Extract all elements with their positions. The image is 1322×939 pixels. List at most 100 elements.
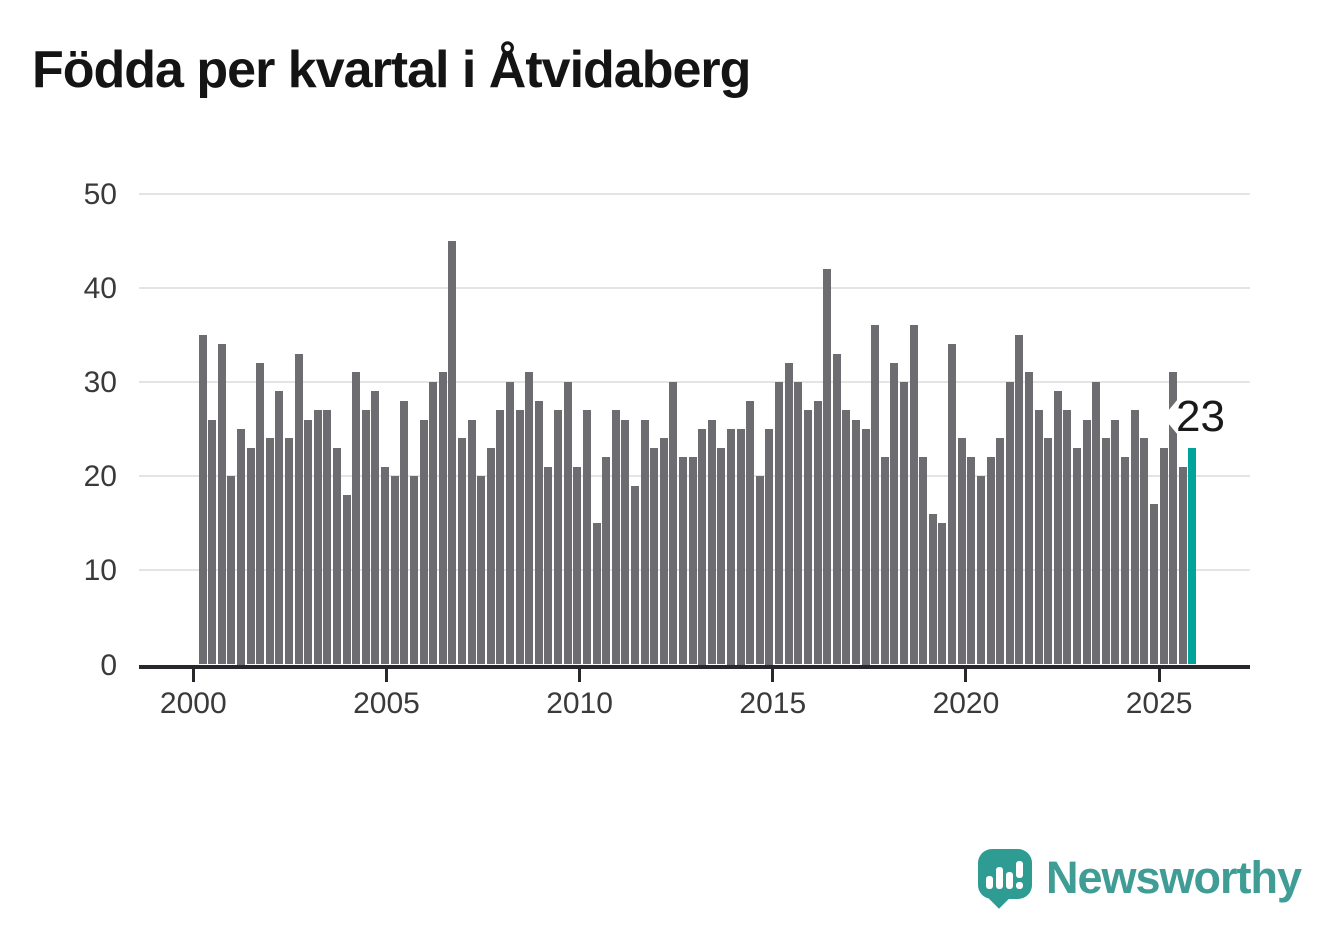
bar-2021-Q2 — [1015, 334, 1024, 665]
bar-2019-Q3 — [948, 344, 957, 665]
bar-2002-Q1 — [275, 391, 284, 665]
bar-2024-Q4 — [1149, 504, 1158, 665]
bar-2000-Q1 — [198, 334, 207, 665]
bar-2022-Q3 — [1063, 410, 1072, 665]
logo-exclamation-icon — [1016, 861, 1023, 878]
gridline-30 — [139, 380, 1250, 383]
bar-2000-Q3 — [217, 344, 226, 665]
bar-2020-Q3 — [986, 457, 995, 665]
x-tick-2000 — [191, 668, 195, 682]
bar-2013-Q3 — [717, 447, 726, 665]
bar-2003-Q1 — [313, 410, 322, 665]
bar-2025-Q2 — [1169, 372, 1178, 665]
bar-2001-Q1 — [236, 429, 245, 665]
bar-2018-Q3 — [909, 325, 918, 665]
newsworthy-logo: Newsworthy — [978, 845, 1302, 917]
x-tick-2020 — [964, 668, 968, 682]
bar-2010-Q2 — [592, 523, 601, 665]
bar-2020-Q4 — [996, 438, 1005, 665]
bar-2016-Q2 — [823, 268, 832, 665]
bar-2009-Q3 — [563, 381, 572, 665]
bar-2003-Q4 — [342, 494, 351, 665]
bar-2004-Q3 — [371, 391, 380, 665]
bar-2001-Q2 — [246, 447, 255, 665]
bar-2008-Q1 — [506, 381, 515, 665]
bar-2019-Q1 — [928, 513, 937, 665]
y-tick-label-50: 50 — [83, 177, 117, 211]
bar-2013-Q4 — [727, 429, 736, 665]
x-tick-label-2010: 2010 — [546, 687, 613, 720]
x-tick-label-2015: 2015 — [739, 687, 807, 720]
bar-2009-Q2 — [554, 410, 563, 665]
bar-2005-Q2 — [400, 400, 409, 665]
x-tick-2015 — [771, 668, 775, 682]
bar-2017-Q4 — [880, 457, 889, 665]
bar-2009-Q4 — [573, 466, 582, 665]
bar-2014-Q4 — [765, 429, 774, 665]
bar-2005-Q4 — [419, 419, 428, 665]
y-tick-label-30: 30 — [83, 365, 117, 399]
bar-2010-Q1 — [582, 410, 591, 665]
bar-2006-Q2 — [438, 372, 447, 665]
logo-bubble — [978, 849, 1032, 899]
x-axis-line — [139, 664, 1250, 669]
gridline-50 — [139, 192, 1250, 195]
bar-2021-Q1 — [1005, 381, 1014, 665]
bar-2025-Q4 — [1188, 447, 1197, 665]
bar-2017-Q2 — [861, 429, 870, 665]
bar-2021-Q4 — [1034, 410, 1043, 665]
bar-2020-Q2 — [976, 476, 985, 665]
logo-chart-bar-icon — [996, 867, 1003, 889]
bar-2017-Q1 — [851, 419, 860, 665]
bar-2002-Q2 — [284, 438, 293, 665]
bar-2002-Q4 — [304, 419, 313, 665]
logo-chart-bar-icon — [1006, 872, 1013, 889]
bar-2016-Q4 — [842, 410, 851, 665]
bar-2005-Q1 — [390, 476, 399, 665]
chart-title: Födda per kvartal i Åtvidaberg — [32, 41, 751, 99]
bar-2017-Q3 — [871, 325, 880, 665]
bar-2000-Q2 — [208, 419, 217, 665]
bar-2000-Q4 — [227, 476, 236, 665]
y-tick-label-40: 40 — [83, 271, 117, 305]
bar-2024-Q1 — [1121, 457, 1130, 665]
bar-2015-Q4 — [803, 410, 812, 665]
callout-arrow-icon — [1163, 399, 1178, 435]
bar-2016-Q3 — [832, 353, 841, 665]
bar-2005-Q3 — [409, 476, 418, 665]
bar-2018-Q2 — [900, 381, 909, 665]
bar-2013-Q1 — [698, 429, 707, 665]
bar-2009-Q1 — [544, 466, 553, 665]
bar-2015-Q2 — [784, 363, 793, 665]
bar-2022-Q1 — [1044, 438, 1053, 665]
bar-2012-Q3 — [679, 457, 687, 665]
bar-2007-Q4 — [496, 410, 505, 665]
bar-2008-Q3 — [525, 372, 534, 665]
bar-2011-Q2 — [630, 485, 639, 665]
bar-2004-Q4 — [381, 466, 390, 665]
y-tick-label-10: 10 — [83, 554, 117, 588]
x-tick-label-2000: 2000 — [159, 687, 227, 720]
logo-wordmark: Newsworthy — [1046, 852, 1302, 903]
bar-2023-Q1 — [1082, 419, 1091, 665]
x-tick-2025 — [1157, 668, 1161, 682]
bar-2012-Q4 — [688, 457, 697, 665]
bar-2007-Q3 — [486, 447, 495, 665]
bar-2020-Q1 — [967, 457, 976, 665]
bar-2024-Q2 — [1130, 410, 1139, 665]
logo-chart-bar-icon — [986, 876, 993, 889]
bar-2018-Q1 — [890, 363, 899, 665]
y-tick-label-0: 0 — [100, 648, 117, 682]
bar-2002-Q3 — [294, 353, 303, 665]
bar-2013-Q2 — [707, 419, 716, 665]
bar-2012-Q1 — [659, 438, 668, 665]
bar-2016-Q1 — [813, 400, 822, 665]
bar-2015-Q1 — [775, 381, 784, 665]
bar-2004-Q2 — [361, 410, 370, 665]
logo-exclamation-dot-icon — [1016, 882, 1023, 889]
bar-2019-Q4 — [957, 438, 966, 665]
gridline-40 — [139, 286, 1250, 289]
bar-2022-Q4 — [1073, 447, 1081, 665]
